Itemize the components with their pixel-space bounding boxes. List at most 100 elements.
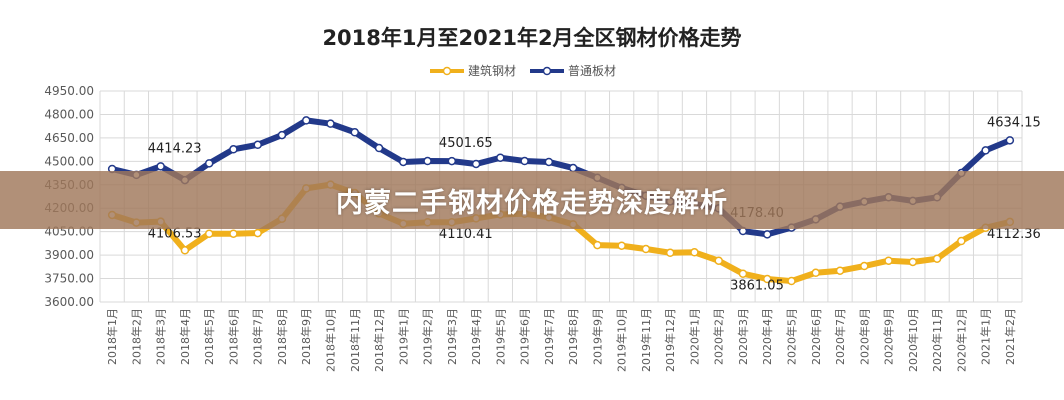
data-point [762,230,772,239]
data-point [981,146,990,155]
data-point [908,257,918,267]
x-tick-label: 2019年10月 [615,308,629,372]
x-tick-label: 2021年1月 [979,308,993,365]
data-point [471,159,481,169]
banner-title: 内蒙二手钢材价格走势深度解析 [336,187,728,219]
x-tick-label: 2018年3月 [154,308,168,365]
x-tick-label: 2019年6月 [518,308,532,365]
data-point [326,119,335,128]
x-tick-label: 2020年6月 [809,308,823,365]
data-point [835,266,845,275]
x-tick-label: 2020年12月 [954,308,968,372]
x-tick-label: 2020年9月 [882,308,896,365]
x-tick-label: 2019年12月 [663,308,677,372]
data-point [617,241,626,250]
x-tick-label: 2020年10月 [906,308,920,372]
data-point [714,256,723,265]
x-tick-label: 2019年4月 [469,308,483,365]
x-tick-label: 2020年1月 [687,308,701,365]
data-point [229,145,238,154]
legend-marker-blue [530,66,565,75]
x-tick-label: 2019年2月 [421,308,435,365]
data-point [860,261,869,271]
x-tick-label: 2020年3月 [736,308,750,365]
data-label: 4106.53 [148,227,202,242]
x-tick-label: 2020年2月 [712,308,726,365]
legend-item-plate-steel: 普通板材 [530,62,616,79]
data-point [447,156,457,166]
data-point [423,156,432,166]
data-label: 4414.23 [148,141,202,156]
x-tick-label: 2018年9月 [299,308,313,365]
data-point [156,162,165,171]
data-point [811,268,821,278]
data-label: 4112.36 [987,227,1041,242]
data-point [374,143,384,153]
x-tick-label: 2020年7月 [833,308,847,365]
data-point [204,159,214,168]
x-tick-label: 2020年11月 [930,308,944,372]
data-point [520,156,529,166]
overlay-banner: 内蒙二手钢材价格走势深度解析 [0,171,1064,229]
x-tick-label: 2020年8月 [857,308,871,365]
legend-label: 建筑钢材 [468,64,517,78]
data-point [690,248,699,257]
x-tick-label: 2019年8月 [566,308,580,365]
x-tick-label: 2019年9月 [590,308,604,365]
data-point [1005,136,1015,145]
y-tick-label: 4650.00 [44,131,94,145]
x-tick-label: 2018年1月 [105,308,119,365]
legend-item-construction-steel: 建筑钢材 [430,62,516,79]
x-tick-label: 2018年2月 [129,308,143,365]
data-point [544,157,554,167]
data-point [738,269,748,278]
chart-title: 2018年1月至2021年2月全区钢材价格走势 [322,26,742,50]
y-tick-label: 3750.00 [44,272,94,286]
data-point [253,228,262,238]
data-point [277,130,287,140]
x-tick-label: 2020年5月 [785,308,799,365]
x-tick-label: 2020年4月 [760,308,774,365]
data-point [253,140,262,150]
legend-label: 普通板材 [568,64,617,78]
x-tick-label: 2018年10月 [324,308,338,372]
legend-marker-yellow [430,66,464,75]
x-tick-label: 2018年6月 [226,308,240,365]
data-point [884,256,893,265]
x-tick-label: 2018年12月 [372,308,386,372]
data-point [204,229,214,238]
data-point [665,248,675,258]
x-tick-label: 2019年1月 [396,308,410,365]
x-tick-label: 2018年11月 [348,308,362,372]
data-point [762,274,772,284]
data-point [399,157,408,167]
data-point [496,153,505,162]
legend: 建筑钢材 普通板材 [430,62,616,79]
data-point [229,229,238,238]
y-tick-label: 3600.00 [44,295,94,309]
data-label: 4110.41 [439,227,493,242]
data-label: 4501.65 [439,136,493,151]
data-label: 4634.15 [987,115,1041,130]
data-point [932,254,942,263]
x-tick-label: 2019年7月 [542,308,556,365]
y-tick-label: 4950.00 [44,84,94,98]
x-tick-label: 2018年8月 [275,308,289,365]
data-point [787,276,796,286]
x-tick-label: 2021年2月 [1003,308,1017,365]
data-point [180,246,190,255]
data-label: 3861.05 [730,279,784,294]
data-point [957,236,966,246]
data-point [301,116,311,125]
x-tick-label: 2018年4月 [178,308,192,365]
x-tick-label: 2019年11月 [639,308,653,372]
x-tick-label: 2019年5月 [493,308,507,365]
x-tick-label: 2019年3月 [445,308,459,365]
y-tick-label: 3900.00 [44,248,94,262]
y-tick-label: 4800.00 [44,107,94,121]
x-tick-label: 2018年7月 [251,308,265,365]
data-point [593,240,602,250]
data-point [350,128,360,137]
x-tick-label: 2018年5月 [202,308,216,365]
y-tick-label: 4500.00 [44,154,94,168]
